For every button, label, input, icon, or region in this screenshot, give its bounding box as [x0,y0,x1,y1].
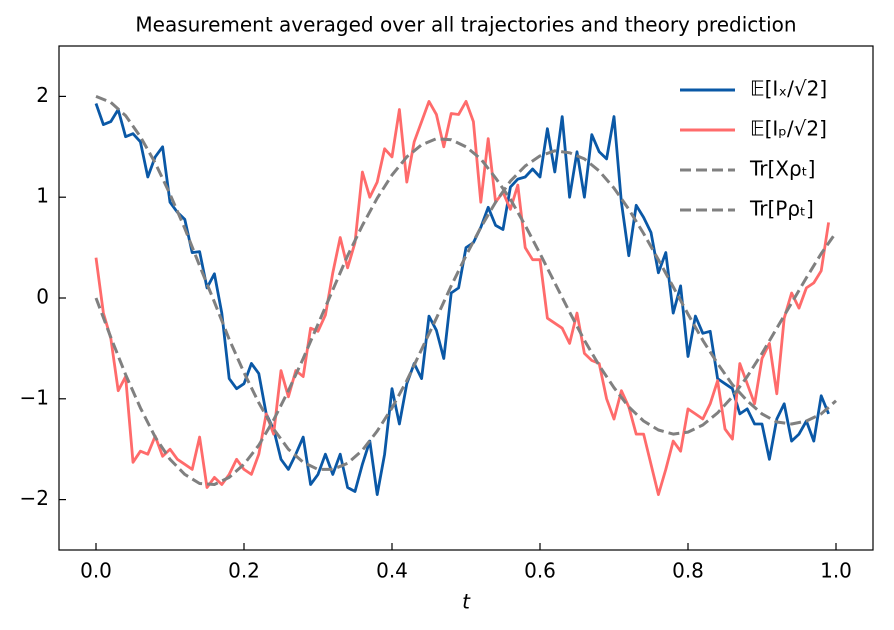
series-line [94,100,830,496]
legend-label: Tr[Pρₜ] [749,197,814,221]
x-axis-label: t [462,590,471,614]
x-tick-label: 0.6 [524,559,556,583]
series-line [94,103,830,496]
x-tick-label: 0.2 [228,559,260,583]
plot-frame [58,45,874,551]
x-tick-label: 0.4 [376,559,408,583]
y-tick-label: 1 [36,184,49,208]
y-tick-label: −2 [20,486,49,510]
y-tick-label: 0 [36,285,49,309]
x-tick-label: 1.0 [820,559,852,583]
y-tick-label: −1 [20,385,49,409]
legend-label: 𝔼[Iₚ/√2] [750,117,827,141]
legend-label: Tr[Xρₜ] [749,157,815,181]
legend-label: 𝔼[Iₓ/√2] [750,77,827,101]
x-tick-label: 0.0 [80,559,112,583]
y-tick-label: 2 [36,83,49,107]
series-line [94,137,838,486]
x-tick-label: 0.8 [672,559,704,583]
series-line [95,95,837,471]
chart-title: Measurement averaged over all trajectori… [135,13,796,37]
